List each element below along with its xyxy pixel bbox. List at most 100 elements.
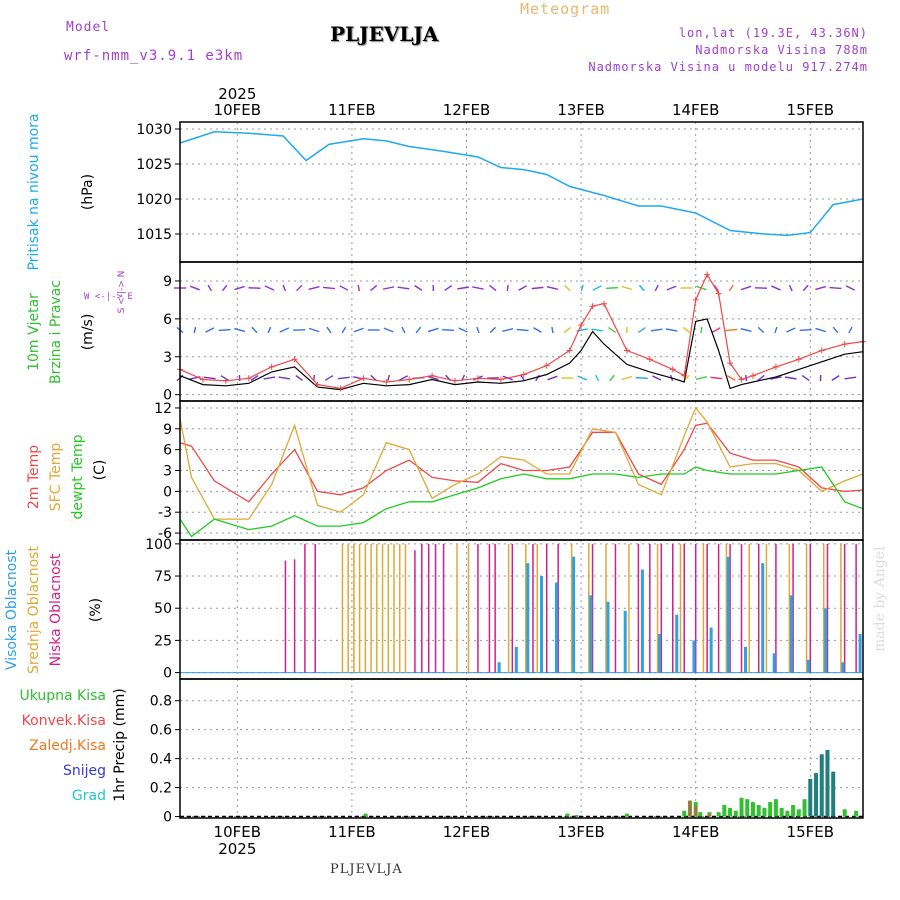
wind-barb bbox=[757, 374, 765, 382]
precip-bar-total bbox=[785, 810, 790, 817]
wind-barb bbox=[220, 375, 229, 381]
wind-barb bbox=[442, 328, 455, 332]
wind-barb bbox=[278, 376, 291, 380]
wind-barb bbox=[401, 326, 406, 334]
precip-legend-4: Grad bbox=[72, 788, 106, 804]
wind-barb bbox=[695, 376, 708, 380]
wind-barb bbox=[740, 328, 752, 332]
wind-ylabel-2: Brzina i Pravac bbox=[48, 280, 64, 384]
wind-speed-point bbox=[199, 376, 206, 383]
ytick-label-temperature-0: 12 bbox=[154, 401, 172, 417]
ytick-label-wind-2: 3 bbox=[163, 350, 172, 366]
temp-ylabel-sfc: SFC Temp bbox=[48, 443, 64, 512]
wind-gust-line bbox=[179, 318, 864, 391]
cloud-ylabel-low: Niska Oblacnost bbox=[48, 553, 64, 666]
wind-speed-point bbox=[474, 375, 481, 382]
wind-barb bbox=[370, 284, 378, 292]
wind-speed-point bbox=[841, 341, 848, 348]
wind-speed-point bbox=[383, 379, 390, 386]
precip-bar-total bbox=[745, 799, 750, 817]
wind-barb bbox=[700, 326, 703, 334]
wind-barb bbox=[682, 326, 691, 334]
wind-speed-point bbox=[520, 371, 527, 378]
wind-barb bbox=[650, 328, 663, 332]
cloud-ylabel-mid: Srednja Oblacnost bbox=[26, 546, 42, 674]
wind-barb bbox=[815, 327, 826, 333]
panel-frames bbox=[175, 121, 864, 819]
precip-bar-total bbox=[819, 754, 824, 817]
precip-bar-total bbox=[768, 802, 773, 817]
wind-barb bbox=[829, 286, 842, 290]
temp-line-t2m bbox=[179, 422, 864, 503]
precip-bar-total bbox=[756, 804, 761, 817]
wind-barb bbox=[665, 328, 678, 332]
wind-barb bbox=[635, 376, 648, 380]
wind-barb bbox=[383, 327, 394, 333]
wind-barb bbox=[799, 328, 812, 332]
wind-barb bbox=[387, 374, 391, 382]
wind-speed-point bbox=[314, 381, 321, 388]
wind-barb bbox=[845, 285, 855, 291]
precip-legend-2: Zaledj.Kisa bbox=[29, 738, 106, 754]
wind-barb bbox=[533, 327, 542, 333]
wind-barb bbox=[282, 284, 287, 292]
footer-station: PLJEVLJA bbox=[330, 862, 403, 877]
model-name: wrf-nmm_v3.9.1 e3km bbox=[64, 48, 244, 64]
wind-barb bbox=[250, 374, 259, 382]
wind-speed-point bbox=[566, 347, 573, 354]
wind-speed-point bbox=[727, 360, 734, 367]
wind-speed-point bbox=[497, 376, 504, 383]
wind-ylabel-1: 10m Vjetar bbox=[26, 293, 42, 371]
wind-barb bbox=[251, 326, 258, 334]
ytick-label-temperature-6: -6 bbox=[158, 526, 172, 542]
wind-barb bbox=[189, 285, 200, 291]
wind-speed-point bbox=[429, 372, 436, 379]
wind-barb bbox=[296, 284, 303, 292]
precip-bar-total bbox=[779, 807, 784, 817]
precip-bar-total bbox=[796, 809, 801, 817]
pressure-line bbox=[179, 131, 864, 237]
wind-barb bbox=[652, 375, 662, 381]
wind-speed-point bbox=[578, 322, 585, 329]
meteogram-label: Meteogram bbox=[520, 0, 611, 18]
xtick-bottom-3: 13FEB bbox=[557, 823, 604, 841]
ytick-label-temperature-3: 3 bbox=[163, 464, 172, 480]
wind-barb bbox=[546, 286, 559, 290]
wind-barb bbox=[267, 326, 272, 334]
wind-barb bbox=[203, 376, 216, 380]
precip-bar-total bbox=[802, 799, 807, 817]
wind-speed-point bbox=[772, 363, 779, 370]
wind-barb bbox=[801, 374, 810, 382]
axis-labels: 10301025102010159630129630-3-61007550250… bbox=[4, 85, 834, 858]
wind-speed-point bbox=[692, 296, 699, 303]
cloud-ylabel-high: Visoka Oblacnost bbox=[4, 549, 20, 670]
ytick-label-pressure-0: 1030 bbox=[136, 122, 172, 138]
wind-speed-point bbox=[681, 372, 688, 379]
wind-barb bbox=[326, 326, 332, 334]
wind-speed-point bbox=[245, 375, 252, 382]
wind-barb bbox=[476, 326, 480, 334]
ytick-label-wind-3: 0 bbox=[163, 388, 172, 404]
wind-compass-sn: S <-|-> N bbox=[117, 271, 127, 314]
wind-barb bbox=[398, 375, 409, 381]
precip-bar-total bbox=[624, 813, 629, 817]
wind-barb bbox=[831, 375, 840, 381]
xtick-top-3: 13FEB bbox=[557, 101, 604, 119]
wind-speed-point bbox=[601, 300, 608, 307]
precip-bar-total bbox=[363, 813, 368, 817]
ytick-label-cloud-2: 50 bbox=[154, 601, 172, 617]
wind-speed-point bbox=[623, 347, 630, 354]
wind-barb bbox=[415, 326, 422, 334]
wind-barb bbox=[516, 328, 529, 332]
wind-barb bbox=[324, 375, 334, 381]
wind-speed-point bbox=[589, 303, 596, 310]
wind-speed-point bbox=[337, 385, 344, 392]
wind-barb bbox=[654, 284, 659, 292]
wind-barb bbox=[638, 284, 645, 292]
wind-speed-point bbox=[291, 356, 298, 363]
wind-barb bbox=[382, 286, 395, 290]
ytick-label-pressure-1: 1025 bbox=[136, 157, 172, 173]
wind-barb bbox=[308, 327, 320, 333]
wind-speed-point bbox=[704, 271, 711, 278]
precip-bar-total bbox=[791, 804, 796, 817]
